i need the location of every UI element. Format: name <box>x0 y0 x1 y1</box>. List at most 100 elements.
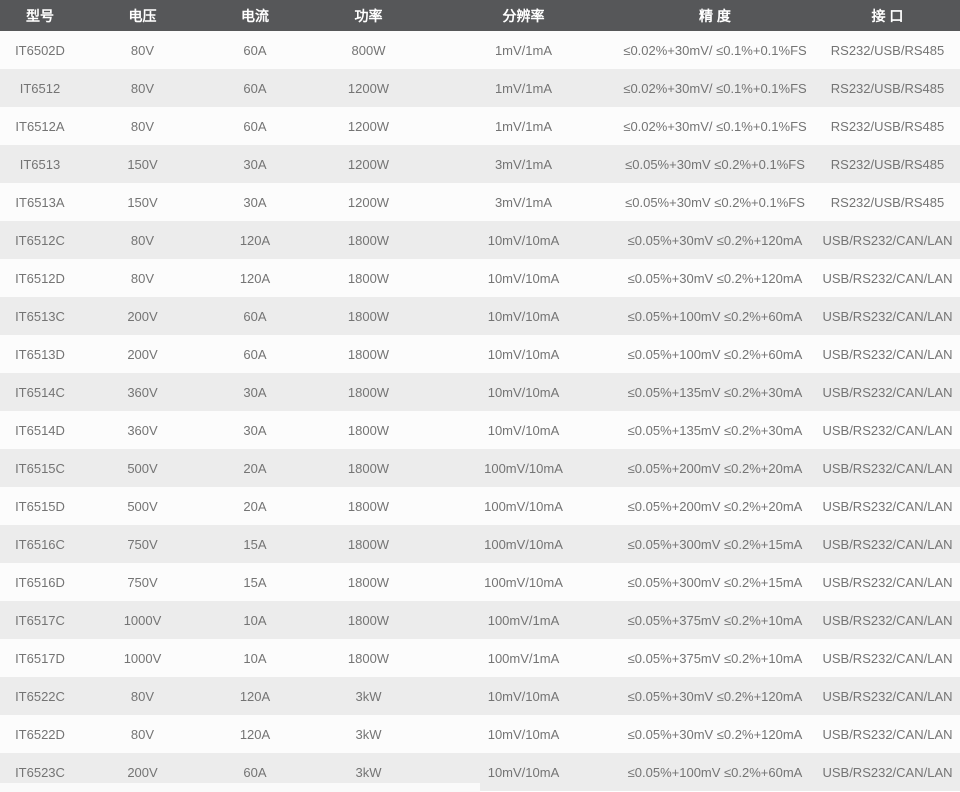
table-cell: ≤0.05%+30mV ≤0.2%+120mA <box>615 715 815 753</box>
table-cell: 150V <box>80 183 205 221</box>
page-background-strip <box>0 783 480 792</box>
table-cell: 10A <box>205 639 305 677</box>
table-cell: 60A <box>205 107 305 145</box>
table-cell: 10mV/10mA <box>432 715 615 753</box>
table-cell: 1800W <box>305 411 432 449</box>
table-cell: 3mV/1mA <box>432 145 615 183</box>
table-row: IT6513A 150V 30A 1200W 3mV/1mA ≤0.05%+30mV ≤0… <box>0 183 960 221</box>
table-cell: ≤0.05%+200mV ≤0.2%+20mA <box>615 487 815 525</box>
column-header: 功率 <box>305 0 432 31</box>
table-cell: ≤0.05%+375mV ≤0.2%+10mA <box>615 601 815 639</box>
table-cell: 60A <box>205 297 305 335</box>
table-cell: 1800W <box>305 601 432 639</box>
table-cell: 30A <box>205 183 305 221</box>
table-row: IT6514D 360V 30A 1800W 10mV/10mA ≤0.05%+135mV… <box>0 411 960 449</box>
table-cell: 10mV/10mA <box>432 373 615 411</box>
table-cell: 100mV/10mA <box>432 487 615 525</box>
table-cell: ≤0.02%+30mV/ ≤0.1%+0.1%FS <box>615 69 815 107</box>
table-cell: 80V <box>80 715 205 753</box>
table-header-row: 型号 电压 电流 功率 分辨率精 度接 口 <box>0 0 960 31</box>
table-cell: IT6514C <box>0 373 80 411</box>
table-cell: 3kW <box>305 715 432 753</box>
table-row: IT6513D 200V 60A 1800W 10mV/10mA ≤0.05%+100mV… <box>0 335 960 373</box>
table-cell: IT6522D <box>0 715 80 753</box>
table-cell: 100mV/1mA <box>432 601 615 639</box>
table-cell: 1800W <box>305 449 432 487</box>
table-cell: RS232/USB/RS485 <box>815 183 960 221</box>
table-cell: 1200W <box>305 183 432 221</box>
table-cell: ≤0.05%+100mV ≤0.2%+60mA <box>615 297 815 335</box>
table-cell: ≤0.05%+30mV ≤0.2%+120mA <box>615 221 815 259</box>
table-cell: IT6517C <box>0 601 80 639</box>
table-cell: 1mV/1mA <box>432 107 615 145</box>
column-header: 电压 <box>80 0 205 31</box>
table-cell: 1800W <box>305 563 432 601</box>
table-cell: 200V <box>80 335 205 373</box>
table-cell: ≤0.05%+135mV ≤0.2%+30mA <box>615 411 815 449</box>
table-cell: IT6513C <box>0 297 80 335</box>
column-header: 电流 <box>205 0 305 31</box>
table-cell: ≤0.05%+300mV ≤0.2%+15mA <box>615 563 815 601</box>
table-cell: 800W <box>305 31 432 69</box>
table-cell: 120A <box>205 677 305 715</box>
table-cell: 120A <box>205 259 305 297</box>
table-cell: 1800W <box>305 259 432 297</box>
table-cell: USB/RS232/CAN/LAN <box>815 601 960 639</box>
table-cell: ≤0.05%+30mV ≤0.2%+0.1%FS <box>615 145 815 183</box>
table-cell: ≤0.02%+30mV/ ≤0.1%+0.1%FS <box>615 107 815 145</box>
table-cell: 1800W <box>305 335 432 373</box>
table-cell: IT6513 <box>0 145 80 183</box>
table-row: IT6516D 750V 15A 1800W 100mV/10mA ≤0.05%+300m… <box>0 563 960 601</box>
table-cell: 1mV/1mA <box>432 31 615 69</box>
table-cell: USB/RS232/CAN/LAN <box>815 259 960 297</box>
table-cell: ≤0.05%+135mV ≤0.2%+30mA <box>615 373 815 411</box>
table-cell: 1000V <box>80 601 205 639</box>
table-cell: 15A <box>205 525 305 563</box>
table-cell: 1800W <box>305 297 432 335</box>
table-cell: 100mV/10mA <box>432 563 615 601</box>
table-cell: ≤0.05%+30mV ≤0.2%+0.1%FS <box>615 183 815 221</box>
column-header: 接 口 <box>815 0 960 31</box>
table-cell: ≤0.05%+200mV ≤0.2%+20mA <box>615 449 815 487</box>
table-row: IT6515C 500V 20A 1800W 100mV/10mA ≤0.05%+200m… <box>0 449 960 487</box>
table-cell: 1200W <box>305 69 432 107</box>
table-cell: 1mV/1mA <box>432 69 615 107</box>
table-cell: IT6513D <box>0 335 80 373</box>
table-cell: USB/RS232/CAN/LAN <box>815 487 960 525</box>
table-cell: 60A <box>205 69 305 107</box>
table-cell: 200V <box>80 297 205 335</box>
table-row: IT6512A 80V 60A 1200W 1mV/1mA ≤0.02%+30mV/ ≤0… <box>0 107 960 145</box>
column-header: 型号 <box>0 0 80 31</box>
table-cell: 1200W <box>305 107 432 145</box>
table-cell: 60A <box>205 31 305 69</box>
table-cell: ≤0.05%+30mV ≤0.2%+120mA <box>615 677 815 715</box>
table-cell: ≤0.05%+30mV ≤0.2%+120mA <box>615 259 815 297</box>
table-cell: 80V <box>80 107 205 145</box>
table-row: IT6522C 80V 120A 3kW 10mV/10mA ≤0.05%+30mV ≤0… <box>0 677 960 715</box>
table-cell: 80V <box>80 31 205 69</box>
table-cell: 1200W <box>305 145 432 183</box>
table-cell: ≤0.05%+100mV ≤0.2%+60mA <box>615 753 815 791</box>
table-cell: 100mV/10mA <box>432 525 615 563</box>
table-cell: 10mV/10mA <box>432 677 615 715</box>
table-cell: USB/RS232/CAN/LAN <box>815 335 960 373</box>
table-row: IT6513C 200V 60A 1800W 10mV/10mA ≤0.05%+100mV… <box>0 297 960 335</box>
table-row: IT6512C 80V 120A 1800W 10mV/10mA ≤0.05%+30mV … <box>0 221 960 259</box>
table-row: IT6517D 1000V 10A 1800W 100mV/1mA ≤0.05%+375m… <box>0 639 960 677</box>
table-cell: 30A <box>205 373 305 411</box>
table-cell: 150V <box>80 145 205 183</box>
table-cell: USB/RS232/CAN/LAN <box>815 221 960 259</box>
table-row: IT6522D 80V 120A 3kW 10mV/10mA ≤0.05%+30mV ≤0… <box>0 715 960 753</box>
table-cell: USB/RS232/CAN/LAN <box>815 449 960 487</box>
table-cell: ≤0.05%+375mV ≤0.2%+10mA <box>615 639 815 677</box>
table-cell: IT6522C <box>0 677 80 715</box>
table-row: IT6517C 1000V 10A 1800W 100mV/1mA ≤0.05%+375m… <box>0 601 960 639</box>
table-cell: 100mV/10mA <box>432 449 615 487</box>
table-cell: 360V <box>80 373 205 411</box>
table-cell: 750V <box>80 525 205 563</box>
table-cell: 100mV/1mA <box>432 639 615 677</box>
table-cell: IT6514D <box>0 411 80 449</box>
table-cell: IT6512 <box>0 69 80 107</box>
table-cell: IT6512A <box>0 107 80 145</box>
